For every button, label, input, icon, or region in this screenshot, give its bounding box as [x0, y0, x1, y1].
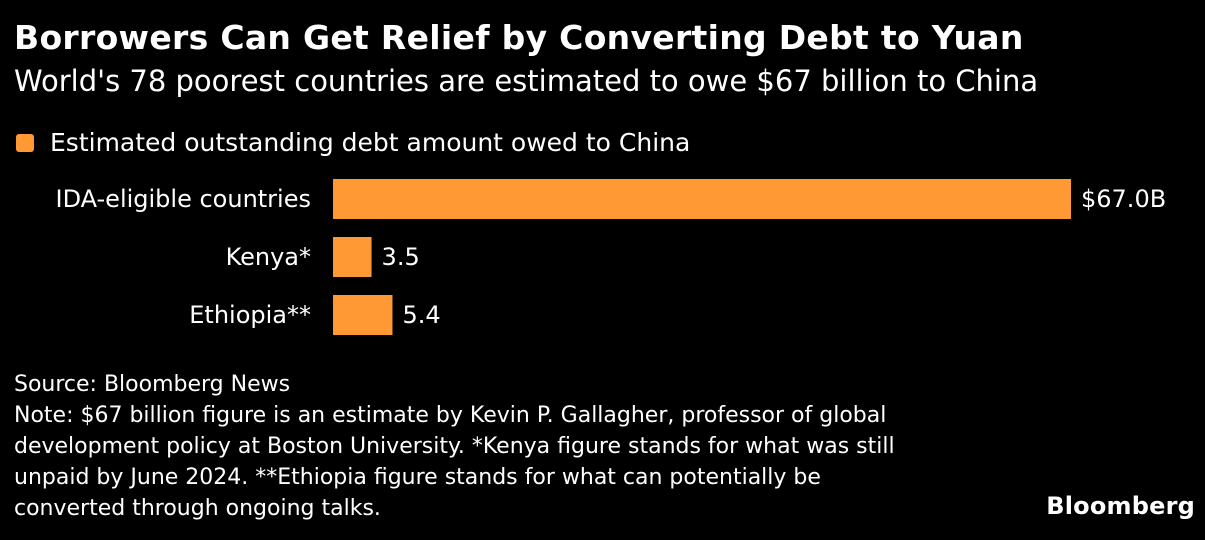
note-line-1: Note: $67 billion figure is an estimate … [14, 403, 887, 428]
note-line-4: converted through ongoing talks. [14, 496, 381, 521]
source-text: Source: Bloomberg News [14, 372, 291, 397]
chart-title: Borrowers Can Get Relief by Converting D… [14, 18, 1024, 57]
bloomberg-logo: Bloomberg [1046, 492, 1195, 520]
category-label: Ethiopia** [189, 301, 311, 329]
data-label: 5.4 [402, 301, 440, 329]
category-label: IDA-eligible countries [55, 185, 311, 213]
legend-label: Estimated outstanding debt amount owed t… [50, 128, 691, 157]
note-line-2: development policy at Boston University.… [14, 434, 895, 459]
data-label: 3.5 [382, 243, 420, 271]
bar [333, 237, 372, 277]
legend: Estimated outstanding debt amount owed t… [16, 128, 690, 157]
chart-subtitle: World's 78 poorest countries are estimat… [14, 64, 1039, 98]
legend-swatch [16, 133, 34, 152]
data-label: $67.0B [1081, 185, 1166, 213]
category-label: Kenya* [226, 243, 311, 271]
bar [333, 295, 393, 335]
bar [333, 179, 1071, 219]
note-line-3: unpaid by June 2024. **Ethiopia figure s… [14, 465, 821, 490]
footer: Source: Bloomberg News Note: $67 billion… [14, 369, 895, 524]
